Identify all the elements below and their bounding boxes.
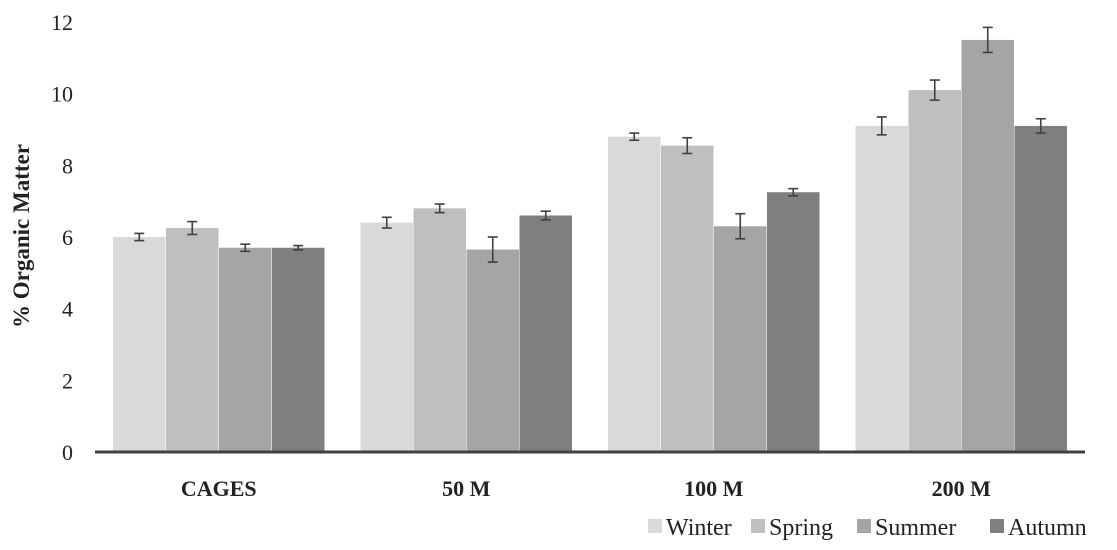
error-bar	[788, 187, 799, 197]
error-bar	[629, 132, 640, 142]
error-bar	[735, 212, 746, 240]
x-category-label: 100 M	[684, 476, 744, 501]
error-bar	[682, 136, 693, 155]
error-bar	[187, 220, 198, 236]
error-bar	[929, 79, 940, 101]
error-bars	[134, 26, 1046, 263]
legend-label-winter: Winter	[666, 515, 732, 541]
bar-spring-1	[413, 208, 466, 452]
error-bar	[381, 216, 392, 229]
bar-spring-3	[908, 90, 961, 452]
bar-summer-1	[466, 249, 519, 452]
x-axis-categories: CAGES 50 M 100 M 200 M	[181, 476, 991, 501]
legend-swatch-winter	[648, 519, 662, 533]
bar-spring-0	[166, 228, 219, 452]
bar-summer-2	[714, 226, 767, 452]
legend-swatch-spring	[751, 519, 765, 533]
x-category-label: 200 M	[932, 476, 992, 501]
y-tick-label: 0	[62, 440, 73, 465]
error-bar	[982, 26, 993, 54]
bar-winter-0	[113, 237, 166, 452]
legend: Winter Spring Summer Autumn	[648, 515, 1087, 541]
bar-summer-0	[219, 247, 272, 452]
bar-autumn-0	[272, 247, 325, 452]
bar-autumn-3	[1014, 125, 1067, 453]
bar-autumn-2	[767, 192, 820, 453]
y-tick-label: 6	[62, 225, 73, 250]
x-category-label: CAGES	[181, 476, 257, 501]
error-bar	[240, 243, 251, 253]
error-bar	[876, 116, 887, 136]
bar-summer-3	[961, 39, 1014, 453]
error-bar	[434, 203, 445, 214]
y-tick-label: 2	[62, 368, 73, 393]
bars	[113, 39, 1067, 453]
y-tick-label: 12	[51, 10, 73, 35]
y-axis-ticks: 0 2 4 6 8 10 12	[51, 10, 73, 465]
legend-label-spring: Spring	[769, 515, 833, 541]
legend-label-summer: Summer	[875, 515, 956, 541]
error-bar	[487, 236, 498, 263]
bar-winter-1	[360, 222, 413, 452]
legend-swatch-autumn	[990, 519, 1004, 533]
error-bar	[1035, 117, 1046, 134]
y-tick-label: 4	[62, 297, 73, 322]
y-tick-label: 10	[51, 82, 73, 107]
legend-label-autumn: Autumn	[1008, 515, 1087, 541]
legend-swatch-summer	[857, 519, 871, 533]
error-bar	[293, 244, 304, 251]
y-tick-label: 8	[62, 153, 73, 178]
bar-winter-2	[608, 136, 661, 452]
error-bar	[540, 210, 551, 221]
bar-spring-2	[661, 145, 714, 452]
bar-autumn-1	[519, 215, 572, 452]
error-bar	[134, 232, 145, 242]
y-axis-label: % Organic Matter	[9, 144, 34, 328]
x-category-label: 50 M	[442, 476, 491, 501]
bar-winter-3	[855, 125, 908, 453]
